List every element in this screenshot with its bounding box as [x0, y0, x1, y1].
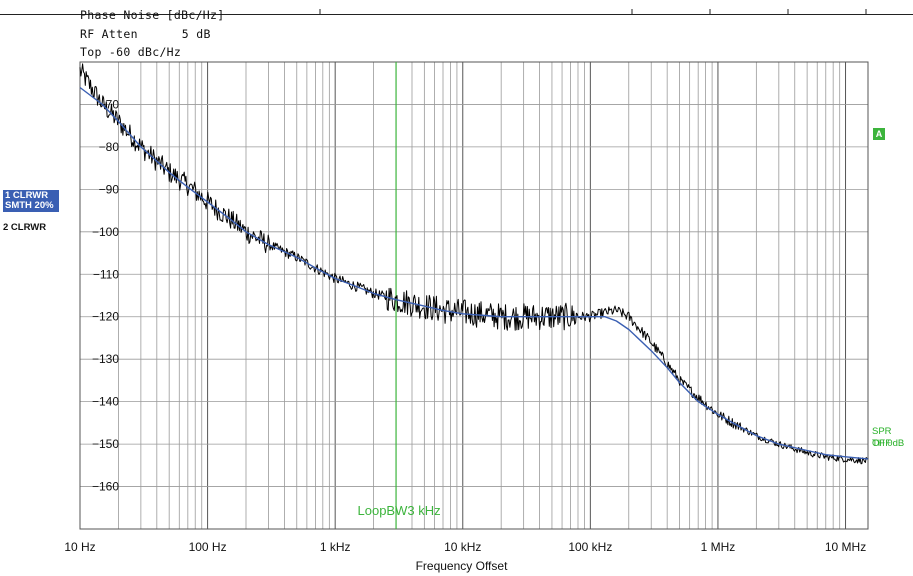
- x-tick-labels: 10 Hz 100 Hz 1 kHz 10 kHz 100 kHz 1 MHz 10 MHz: [64, 540, 866, 554]
- plot-frame: [79, 61, 869, 530]
- top-reference-label: Top -60 dBc/Hz: [80, 45, 182, 59]
- toolbar-lines: [0, 9, 913, 15]
- x-tick-label: 100 Hz: [189, 540, 227, 554]
- y-tick-label: −90: [99, 182, 120, 196]
- y-tick-label: −120: [92, 310, 119, 324]
- x-tick-label: 10 MHz: [825, 540, 866, 554]
- y-tick-label: −100: [92, 225, 119, 239]
- top-toolbar-strip: [0, 0, 913, 15]
- rf-atten-value: 5 dB: [181, 27, 211, 41]
- y-tick-labels: −70−80−90−100−110−120−130−140−150−160: [92, 97, 119, 493]
- rf-atten-label: RF Atten: [80, 27, 138, 41]
- y-tick-label: −150: [92, 437, 119, 451]
- x-tick-label: 1 kHz: [320, 540, 351, 554]
- x-tick-label: 1 MHz: [701, 540, 736, 554]
- rf-atten-row: RF Atten 5 dB: [80, 27, 211, 41]
- trace-1-label[interactable]: 1 CLRWR SMTH 20%: [3, 190, 59, 212]
- series-group: [79, 63, 869, 465]
- trace-2-label[interactable]: 2 CLRWR: [3, 222, 47, 233]
- y-tick-label: −110: [93, 267, 119, 281]
- y-tick-label: −80: [99, 140, 120, 154]
- trace-1-raw-line: [79, 63, 869, 465]
- marker-a-badge[interactable]: A: [873, 128, 885, 140]
- x-tick-label: 10 Hz: [64, 540, 95, 554]
- annotations: LoopBW3 kHz: [358, 62, 441, 529]
- x-tick-label: 100 kHz: [568, 540, 612, 554]
- y-tick-label: −130: [92, 352, 119, 366]
- y-tick-label: −160: [92, 480, 119, 494]
- trace-1-mode: 1 CLRWR: [5, 190, 49, 201]
- y-tick-label: −140: [92, 395, 119, 409]
- trace-1-smoothing: SMTH 20%: [5, 200, 54, 211]
- spr-status: SPR OFF: [872, 426, 892, 449]
- major-grid: [79, 62, 868, 529]
- minor-grid: [118, 62, 841, 529]
- x-tick-label: 10 kHz: [444, 540, 481, 554]
- loop-bw-label: LoopBW3 kHz: [358, 503, 441, 518]
- x-axis-label: Frequency Offset: [415, 559, 508, 573]
- threshold-status: TH 0dB: [872, 438, 905, 449]
- trace-2-smoothed-line: [79, 86, 869, 460]
- measurement-label: Phase Noise [dBc/Hz]: [80, 8, 225, 22]
